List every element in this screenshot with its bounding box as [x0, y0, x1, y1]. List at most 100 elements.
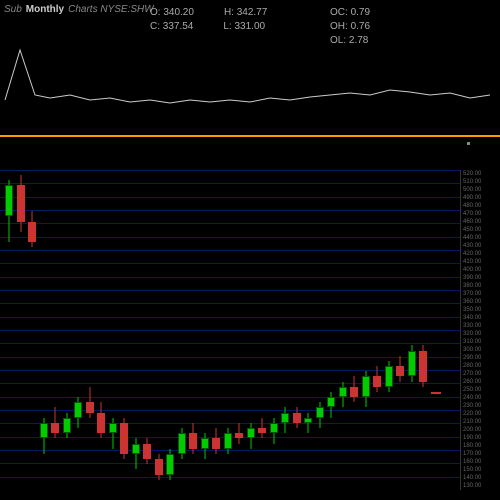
- grid-line: [0, 237, 460, 238]
- chart-container: Sub Monthly Charts NYSE:SHW O: 340.20 H:…: [0, 0, 500, 500]
- y-tick: 200.00: [463, 426, 500, 434]
- grid-line: [0, 170, 460, 171]
- candle-body: [51, 423, 59, 433]
- candle-body: [224, 433, 232, 448]
- y-tick: 160.00: [463, 458, 500, 466]
- candle-body: [327, 397, 335, 407]
- candle-body: [178, 433, 186, 454]
- marker-dot: [467, 142, 470, 145]
- candle-body: [373, 376, 381, 386]
- candle-body: [63, 418, 71, 433]
- y-tick: 460.00: [463, 218, 500, 226]
- y-tick: 310.00: [463, 338, 500, 346]
- title-period: Monthly: [26, 4, 64, 15]
- candle-body: [40, 423, 48, 438]
- y-tick: 320.00: [463, 330, 500, 338]
- y-tick: 360.00: [463, 298, 500, 306]
- candle-body: [270, 423, 278, 433]
- candle-body: [5, 185, 13, 216]
- candle-body: [74, 402, 82, 417]
- y-tick: 500.00: [463, 186, 500, 194]
- panel-separator: [0, 135, 500, 137]
- candle-body: [212, 438, 220, 448]
- candlestick-chart[interactable]: [0, 170, 460, 490]
- candle-body: [247, 428, 255, 438]
- y-tick: 220.00: [463, 410, 500, 418]
- y-tick: 400.00: [463, 266, 500, 274]
- low-label: L: 331.00: [223, 20, 265, 34]
- candle-body: [408, 351, 416, 377]
- y-tick: 280.00: [463, 362, 500, 370]
- y-tick: 520.00: [463, 170, 500, 178]
- y-tick: 410.00: [463, 258, 500, 266]
- title-label: Charts NYSE:SHW: [68, 4, 154, 15]
- grid-line: [0, 450, 460, 451]
- y-tick: 380.00: [463, 282, 500, 290]
- candle-body: [28, 222, 36, 243]
- y-tick: 260.00: [463, 378, 500, 386]
- y-tick: 440.00: [463, 234, 500, 242]
- candle-body: [235, 433, 243, 438]
- y-tick: 270.00: [463, 370, 500, 378]
- grid-line: [0, 263, 460, 264]
- y-tick: 210.00: [463, 418, 500, 426]
- oc-ratio: OC: 0.79: [330, 6, 370, 20]
- grid-line: [0, 210, 460, 211]
- candle-body: [201, 438, 209, 448]
- grid-line: [0, 277, 460, 278]
- open-label: O: 340.20: [150, 6, 194, 20]
- last-price-mark: [431, 392, 441, 394]
- y-tick: 130.00: [463, 482, 500, 490]
- high-label: H: 342.77: [224, 6, 267, 20]
- candle-body: [132, 444, 140, 454]
- candle-body: [17, 185, 25, 221]
- grid-line: [0, 197, 460, 198]
- candle-body: [189, 433, 197, 448]
- y-tick: 300.00: [463, 346, 500, 354]
- title-bar: Sub Monthly Charts NYSE:SHW: [4, 4, 154, 15]
- y-tick: 230.00: [463, 402, 500, 410]
- close-label: C: 337.54: [150, 20, 193, 34]
- candle-body: [97, 413, 105, 434]
- grid-line: [0, 410, 460, 411]
- y-axis: 520.00510.00500.00490.00480.00470.00460.…: [460, 170, 500, 490]
- y-tick: 480.00: [463, 202, 500, 210]
- y-tick: 470.00: [463, 210, 500, 218]
- grid-line: [0, 303, 460, 304]
- y-tick: 180.00: [463, 442, 500, 450]
- grid-line: [0, 250, 460, 251]
- grid-line: [0, 330, 460, 331]
- grid-line: [0, 183, 460, 184]
- candle-wick: [308, 413, 309, 434]
- y-tick: 290.00: [463, 354, 500, 362]
- y-tick: 330.00: [463, 322, 500, 330]
- y-tick: 430.00: [463, 242, 500, 250]
- candle-body: [339, 387, 347, 397]
- y-tick: 140.00: [463, 474, 500, 482]
- oh-ratio: OH: 0.76: [330, 20, 370, 34]
- grid-line: [0, 317, 460, 318]
- grid-line: [0, 357, 460, 358]
- line-chart[interactable]: [0, 40, 500, 130]
- y-tick: 170.00: [463, 450, 500, 458]
- candle-body: [120, 423, 128, 454]
- y-tick: 450.00: [463, 226, 500, 234]
- price-line: [5, 50, 490, 103]
- y-tick: 420.00: [463, 250, 500, 258]
- grid-line: [0, 477, 460, 478]
- candle-body: [362, 376, 370, 397]
- grid-line: [0, 223, 460, 224]
- candle-body: [281, 413, 289, 423]
- candle-body: [396, 366, 404, 376]
- candle-body: [385, 366, 393, 387]
- candle-body: [86, 402, 94, 412]
- candle-body: [109, 423, 117, 433]
- y-tick: 340.00: [463, 314, 500, 322]
- candle-body: [419, 351, 427, 382]
- y-tick: 370.00: [463, 290, 500, 298]
- candle-body: [258, 428, 266, 433]
- candle-body: [143, 444, 151, 459]
- candle-body: [316, 407, 324, 417]
- y-tick: 190.00: [463, 434, 500, 442]
- candle-body: [155, 459, 163, 474]
